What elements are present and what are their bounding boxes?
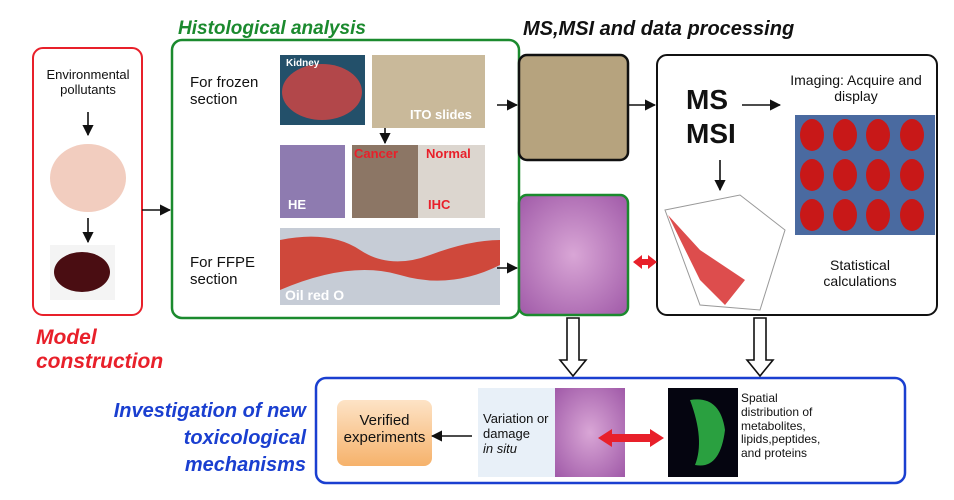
ito-slides [372, 55, 485, 128]
ms-title: MS,MSI and data processing [523, 18, 795, 40]
oil-red-stain [280, 236, 500, 290]
variation-text: Variation or damage [483, 411, 549, 441]
he-image [280, 145, 345, 218]
slides-label: ITO slides [410, 107, 472, 122]
ffpe-label: For FFPE section [190, 254, 256, 289]
frozen-label: For frozen section [190, 74, 259, 109]
variation-label: Variation or damage in situ [483, 411, 558, 457]
he-label: HE [288, 197, 307, 212]
ffpe-image [517, 193, 630, 317]
damage-image [555, 388, 625, 477]
histology-box [170, 38, 521, 320]
msi-label: MSI [686, 118, 736, 149]
statistics-label: Statistical calculations [823, 257, 897, 290]
verified-label: Verified experiments [343, 412, 426, 447]
in-situ-text: in situ [483, 440, 517, 456]
ihc-label: IHC [428, 197, 451, 212]
kidney-tissue [282, 64, 362, 120]
ms-label: MS [686, 84, 728, 115]
red-double-arrows [598, 255, 664, 447]
imaging-label: Imaging: Acquire and display [790, 72, 922, 105]
ms-sample-image [517, 53, 630, 162]
mouse-image [50, 144, 126, 212]
hollow-arrows [558, 317, 775, 378]
normal-label: Normal [426, 146, 471, 161]
kidney-label: Kidney [286, 58, 320, 69]
ms-box [656, 54, 938, 316]
histology-title: Histological analysis [178, 18, 366, 39]
model-title: Model construction [36, 326, 164, 374]
normal-image [418, 145, 485, 218]
kidney-organ [54, 252, 110, 292]
cancer-label: Cancer [354, 146, 399, 161]
scatter-3d [664, 194, 786, 311]
spatial-tissue [690, 399, 725, 466]
scatter-points [668, 215, 745, 305]
verified-box [337, 400, 432, 466]
cancer-image [352, 145, 418, 218]
spatial-label: Spatial distribution of metabolites, lip… [741, 391, 821, 461]
heatmap-cells [800, 119, 924, 231]
investigation-box [314, 376, 907, 485]
pollutants-label: Environmental pollutants [46, 67, 130, 97]
investigation-title: Investigation of new toxicological mecha… [113, 400, 306, 476]
model-box [32, 47, 143, 316]
arrows [82, 99, 782, 442]
oil-red-label: Oil red O [285, 287, 345, 303]
